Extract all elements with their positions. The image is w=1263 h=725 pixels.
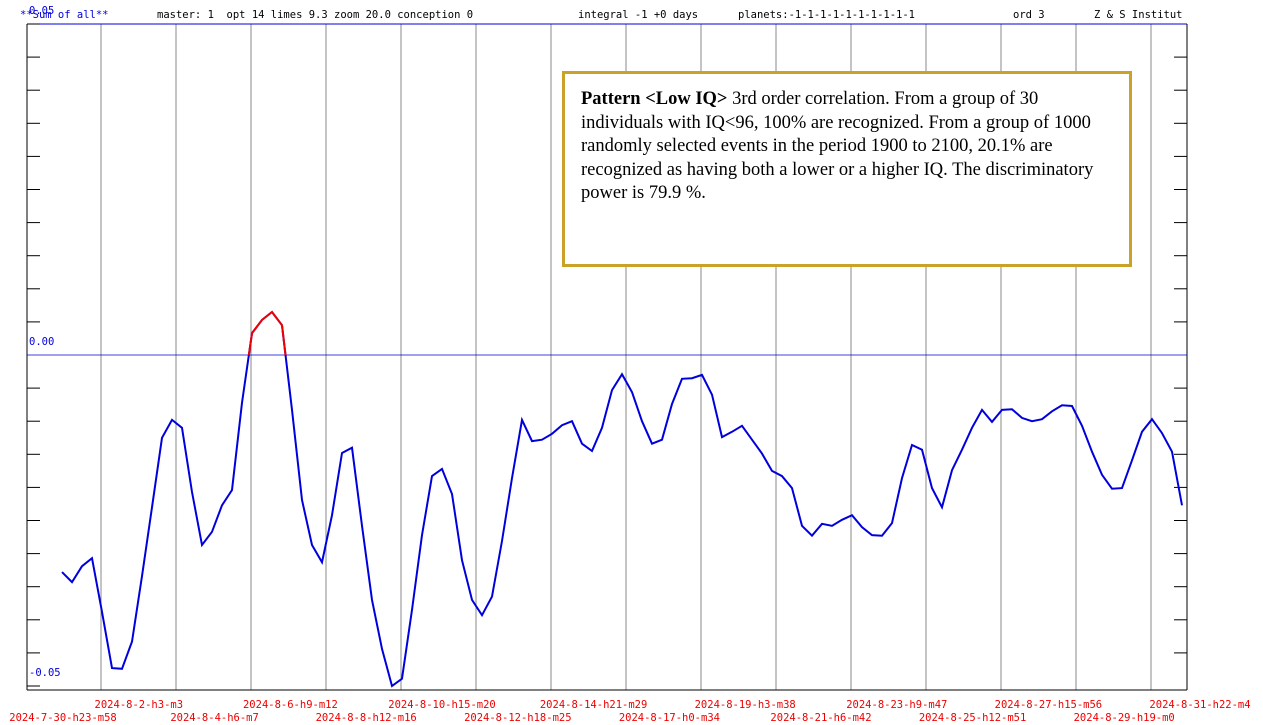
x-tick-label: 2024-8-10-h15-m20 [388,699,495,711]
x-tick-label: 2024-8-21-h6-m42 [770,712,871,724]
header-item: ord 3 [1013,9,1045,21]
x-tick-label: 2024-8-25-h12-m51 [919,712,1026,724]
x-tick-label: 2024-8-8-h12-m16 [316,712,417,724]
x-tick-label: 2024-8-27-h15-m56 [995,699,1102,711]
annotation-bold: Pattern <Low IQ> [581,89,728,109]
header-item: master: 1 opt 14 limes 9.3 zoom 20.0 con… [157,9,473,21]
x-tick-label: 2024-8-4-h6-m7 [170,712,259,724]
x-tick-label: 2024-8-31-h22-m4 [1149,699,1250,711]
x-tick-label: 2024-8-12-h18-m25 [464,712,571,724]
header-item: Z & S Institut [1094,9,1183,21]
x-tick-label: 2024-8-2-h3-m3 [95,699,184,711]
annotation: Pattern <Low IQ> 3rd order correlation. … [562,71,1132,267]
x-tick-label: 2024-8-14-h21-m29 [540,699,647,711]
x-tick-label: 2024-7-30-h23-m58 [9,712,116,724]
header-item: integral -1 +0 days [578,9,698,21]
header-item: planets:-1-1-1-1-1-1-1-1-1-1 [738,9,915,21]
x-tick-label: 2024-8-6-h9-m12 [243,699,338,711]
x-tick-label: 2024-8-17-h0-m34 [619,712,720,724]
y-tick-label: 0.00 [29,336,54,348]
line-above-zero [247,310,287,355]
x-tick-label: 2024-8-23-h9-m47 [846,699,947,711]
y-tick-label: -0.05 [29,667,61,679]
annotation-text: 3rd order correlation. From a group of 3… [581,89,1094,203]
y-tick-label: 0.05 [29,5,54,17]
x-tick-label: 2024-8-19-h3-m38 [695,699,796,711]
line [61,310,1183,688]
header-item: **Sum of all** [20,9,109,21]
x-tick-label: 2024-8-29-h19-m0 [1074,712,1175,724]
